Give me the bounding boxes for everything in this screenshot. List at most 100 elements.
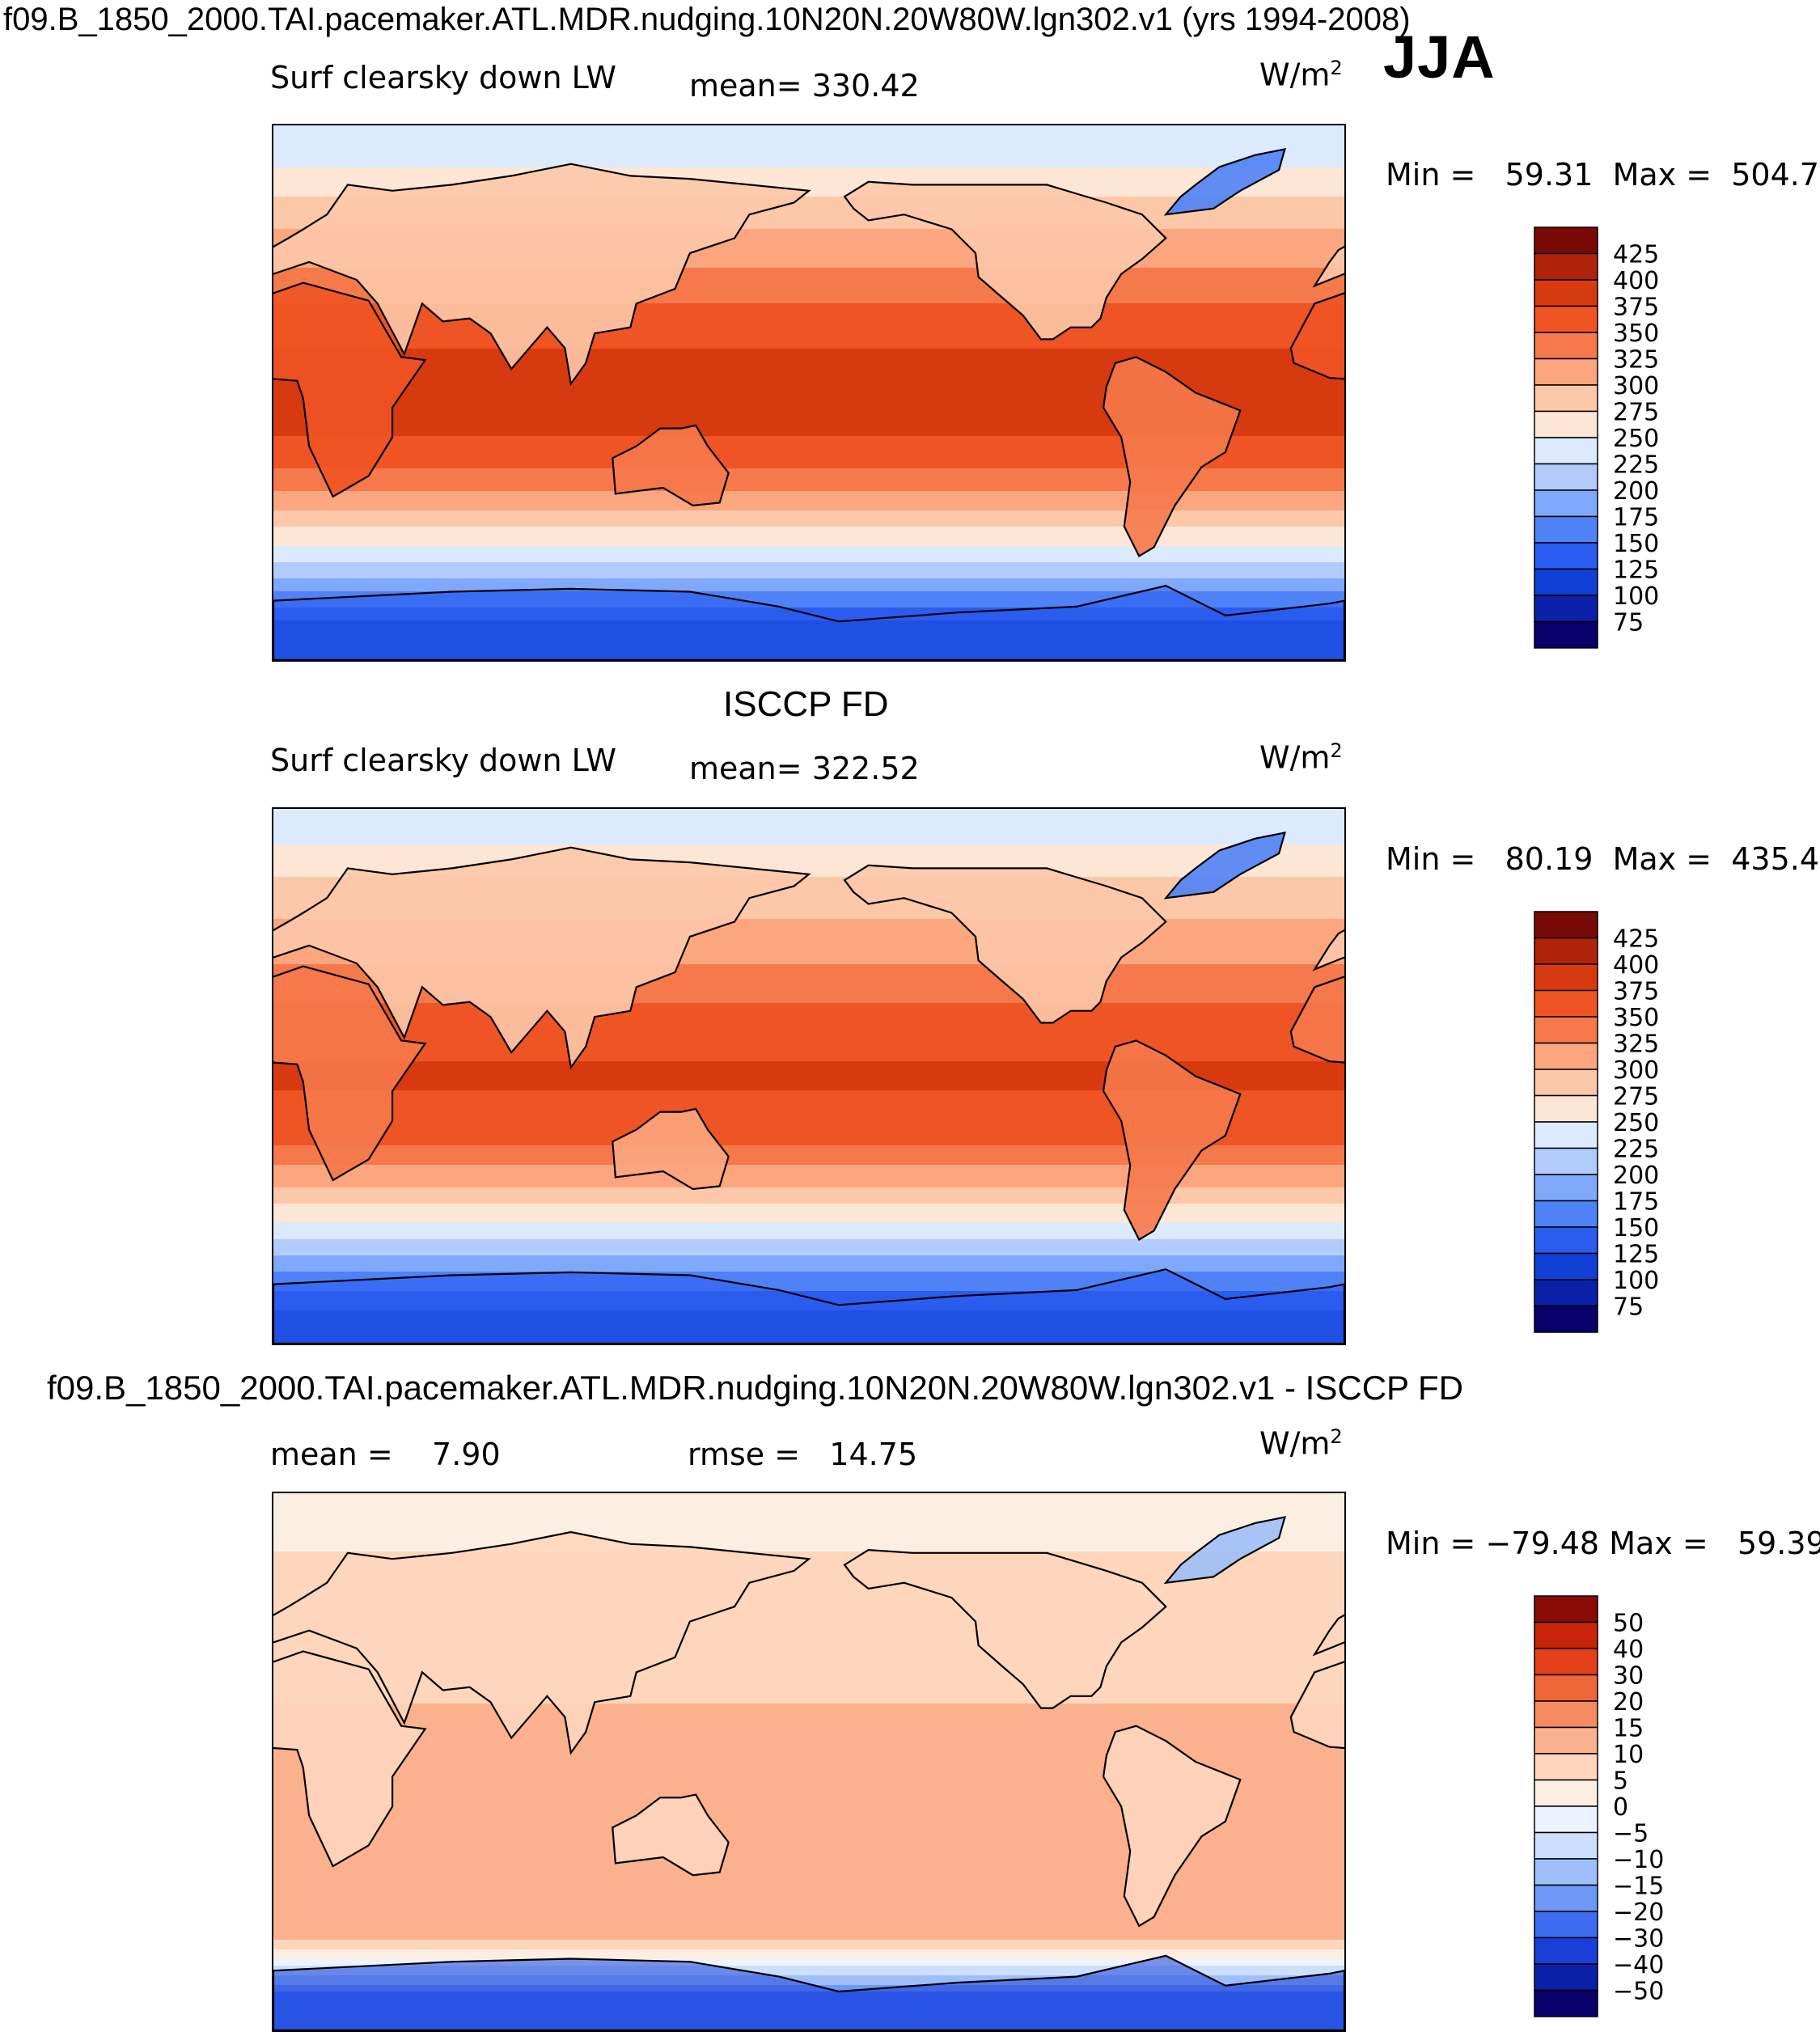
panel1-europe-asia-coastline [1312, 245, 1344, 288]
panel3-colorbar-swatch [1534, 1911, 1598, 1939]
panel1-colorbar-swatch [1534, 489, 1598, 518]
panel3-zonal-band [273, 1924, 1344, 1928]
panel1-zonal-band [273, 404, 1344, 408]
panel2-colorbar-swatch [1534, 1279, 1598, 1307]
panel3-zonal-band [273, 1775, 1344, 1779]
panel3-zonal-band [273, 1962, 1344, 1966]
panel2-zonal-band [273, 822, 1344, 826]
panel3-zonal-band [273, 1577, 1344, 1581]
panel2-zonal-band [273, 1032, 1344, 1036]
panel2-zonal-band [273, 828, 1344, 832]
panel3-south-america-coastline [1102, 1725, 1242, 1928]
panel3-colorbar-tick-label: −5 [1613, 1820, 1649, 1848]
panel2-units: W/m2 [1259, 739, 1343, 776]
panel2-zonal-band [273, 990, 1344, 994]
panel2-zonal-band [273, 890, 1344, 894]
panel2-zonal-band [273, 993, 1344, 997]
panel2-zonal-band [273, 951, 1344, 955]
panel3-section-title: f09.B_1850_2000.TAI.pacemaker.ATL.MDR.nu… [47, 1369, 1463, 1407]
panel3-zonal-band [273, 1765, 1344, 1769]
panel3-zonal-band [273, 1623, 1344, 1627]
panel2-zonal-band [273, 1016, 1344, 1020]
panel1-zonal-band [273, 578, 1344, 582]
panel3-zonal-band [273, 1885, 1344, 1889]
panel1-zonal-band [273, 167, 1344, 171]
panel2-colorbar-tick-label: 325 [1613, 1031, 1659, 1059]
panel3-zonal-band [273, 1856, 1344, 1860]
panel1-colorbar-svg: 4254003753503253002752502252001751501251… [1534, 226, 1659, 649]
panel1-zonal-band [273, 358, 1344, 362]
panel2-zonal-band [273, 1139, 1344, 1143]
panel1-zonal-band [273, 595, 1344, 599]
panel2-colorbar: 425 400 375 350 325 300 275 250 225 200 175 150 125 1… [1534, 911, 1659, 1340]
panel1-zonal-band [273, 375, 1344, 379]
panel3-zonal-band [273, 1888, 1344, 1892]
panel2-zonal-band [273, 1165, 1344, 1169]
panel3-zonal-band [273, 1636, 1344, 1640]
panel3-africa-coastline [273, 1650, 427, 1868]
panel1-africa-coastline [273, 281, 427, 498]
panel2-zonal-band [273, 1142, 1344, 1146]
panel1-zonal-band [273, 504, 1344, 508]
panel2-zonal-band [273, 861, 1344, 865]
panel2-colorbar-tick-label: 125 [1613, 1241, 1659, 1269]
panel3-zonal-band [273, 1781, 1344, 1785]
panel2-max-value: 435.43 [1731, 841, 1820, 877]
panel1-colorbar-tick-label: 250 [1613, 425, 1659, 453]
panel1-colorbar-swatch [1534, 542, 1598, 570]
panel1-zonal-band [273, 265, 1344, 269]
panel2-zonal-band [273, 1291, 1344, 1295]
panel3-zonal-band [273, 1529, 1344, 1533]
panel3-zonal-band [273, 1911, 1344, 1915]
panel1-zonal-band [273, 436, 1344, 440]
panel3-colorbar-tick-label: 20 [1613, 1688, 1644, 1716]
panel1-zonal-band [273, 607, 1344, 612]
panel3-zonal-band [273, 1807, 1344, 1811]
panel3-colorbar-tick-label: 0 [1613, 1793, 1628, 1822]
panel2-colorbar-swatch [1534, 1226, 1598, 1255]
panel1-zonal-band [273, 161, 1344, 165]
panel1-zonal-band [273, 394, 1344, 398]
panel1-zonal-band [273, 507, 1344, 511]
panel2-zonal-band [273, 887, 1344, 891]
panel1-zonal-band [273, 193, 1344, 197]
panel2-colorbar-swatch [1534, 1252, 1598, 1280]
panel2-variable-label: Surf clearsky down LW [270, 743, 616, 778]
panel1-colorbar-tick-label: 150 [1613, 530, 1659, 558]
panel3-zonal-band [273, 1836, 1344, 1840]
panel3-zonal-band [273, 1600, 1344, 1604]
panel2-zonal-band [273, 1074, 1344, 1078]
panel3-africa-coastline [1289, 1661, 1344, 1750]
panel1-zonal-band [273, 552, 1344, 557]
season-label: JJA [1383, 23, 1496, 91]
panel3-colorbar-swatch [1534, 1989, 1598, 2017]
panel2-zonal-band [273, 1210, 1344, 1214]
panel2-zonal-band [273, 867, 1344, 871]
panel2-south-america-coastline [1102, 1039, 1242, 1242]
panel2-zonal-band [273, 864, 1344, 868]
panel2-zonal-band [273, 896, 1344, 900]
panel3-zonal-band [273, 1613, 1344, 1617]
panel3-zonal-band [273, 1571, 1344, 1575]
panel3-zonal-band [273, 1917, 1344, 1921]
panel1-zonal-band [273, 239, 1344, 243]
panel3-zonal-band [273, 1784, 1344, 1788]
panel1-europe-asia-coastline [273, 163, 811, 387]
panel2-zonal-band [273, 945, 1344, 949]
panel2-zonal-band [273, 1262, 1344, 1266]
panel1-colorbar-swatch [1534, 384, 1598, 413]
panel2-zonal-band [273, 848, 1344, 852]
panel3-zonal-band [273, 1493, 1344, 1497]
panel3-colorbar-swatch [1534, 1779, 1598, 1807]
panel1-zonal-band [273, 307, 1344, 311]
panel2-zonal-band [273, 1223, 1344, 1227]
panel2-zonal-band [273, 1184, 1344, 1188]
panel2-zonal-band [273, 1168, 1344, 1172]
panel3-antarctica-coastline [273, 1954, 1344, 2030]
panel1-colorbar-tick-label: 175 [1613, 504, 1659, 532]
panel1-zonal-band [273, 303, 1344, 307]
panel3-zonal-band [273, 1509, 1344, 1513]
panel2-zonal-band [273, 1149, 1344, 1153]
panel1-antarctica-coastline [273, 585, 1344, 660]
panel2-zonal-band [273, 1116, 1344, 1120]
